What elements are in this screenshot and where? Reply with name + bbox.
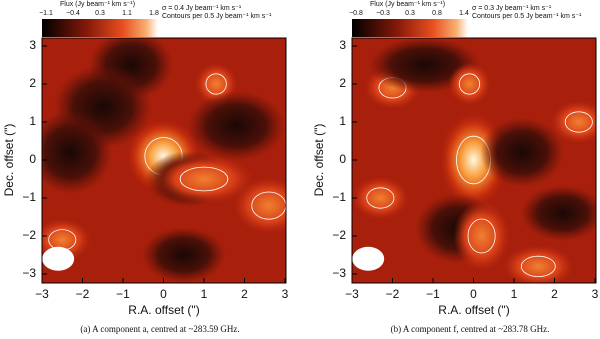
flux-blob (141, 227, 226, 283)
flux-blob (453, 201, 510, 271)
contour (467, 218, 496, 254)
flux-blob (503, 245, 574, 283)
y-tick-label: 1 (29, 114, 36, 128)
contour-note: Contours per 0.5 Jy beam⁻¹ km s⁻¹ (472, 13, 582, 20)
caption: (b) A component f, centred at ~283.78 GH… (391, 324, 550, 334)
x-tick-label: 1 (511, 287, 518, 301)
colorbar-title: Flux (Jy beam⁻¹ km s⁻¹) (60, 1, 135, 8)
flux-blob (352, 177, 409, 219)
colorbar-tick-label: −0.8 (349, 10, 363, 17)
flux-blob (155, 154, 253, 204)
x-tick-label: 0 (160, 287, 167, 301)
y-tick-label: −2 (332, 228, 346, 242)
colorbar-tick-label: −0.4 (66, 10, 80, 17)
contour (564, 111, 593, 133)
colorbar (352, 19, 468, 37)
x-tick-label: −1 (116, 287, 130, 301)
y-tick-label: −1 (22, 190, 36, 204)
colorbar-tick-label: 1.8 (149, 10, 159, 17)
colorbar-tick-label: 1.4 (459, 10, 469, 17)
map-features (352, 38, 596, 283)
flux-blob (448, 63, 491, 105)
colorbar-tick-label: 0.3 (95, 10, 105, 17)
x-tick-label: −1 (426, 287, 440, 301)
x-tick-label: 2 (241, 287, 248, 301)
y-tick-label: −3 (22, 266, 36, 280)
panel: −3 −2 −1 0 1 2 3 −3 −2 −1 0 1 2 3 R.A. offset (") Dec. … (312, 1, 599, 334)
y-axis-label: Dec. offset (") (312, 124, 326, 197)
flux-blob (233, 177, 286, 234)
flux-blob (480, 117, 565, 188)
colorbar-tick-label: 1.1 (122, 10, 132, 17)
flux-blob (42, 110, 113, 195)
y-tick-label: −3 (332, 266, 346, 280)
colorbar-tick-label: −1.1 (39, 10, 53, 17)
contour (366, 187, 395, 209)
x-tick-label: 3 (282, 287, 289, 301)
flux-blob (550, 101, 596, 143)
y-tick-label: 2 (29, 76, 36, 90)
panel: −3 −2 −1 0 1 2 3 −3 −2 −1 0 1 2 3 R.A. offset (") Dec. … (2, 1, 289, 334)
map-features (42, 38, 286, 283)
colorbar (42, 19, 158, 37)
x-tick-label: −2 (76, 287, 90, 301)
x-axis-label: R.A. offset (") (438, 303, 509, 317)
x-tick-label: −2 (386, 287, 400, 301)
caption: (a) A component a, centred at ~283.59 GH… (80, 324, 239, 334)
colorbar-tick-label: 0.8 (432, 10, 442, 17)
y-tick-label: 2 (339, 76, 346, 90)
contour (179, 166, 229, 192)
beam (352, 246, 385, 271)
colorbar-tick-label: −0.3 (376, 10, 390, 17)
y-tick-label: −2 (22, 228, 36, 242)
colorbar-title: Flux (Jy beam⁻¹ km s⁻¹) (370, 1, 445, 8)
contour-note: Contours per 0.5 Jy beam⁻¹ km s⁻¹ (162, 13, 272, 20)
beam (42, 246, 75, 271)
sigma-note: σ = 0.4 Jy beam⁻¹ km s⁻¹ (162, 5, 242, 12)
y-tick-label: 3 (29, 38, 36, 52)
contour (520, 255, 556, 277)
y-tick-label: 0 (339, 152, 346, 166)
x-tick-label: 3 (592, 287, 599, 301)
x-tick-label: −3 (345, 287, 359, 301)
y-axis-label: Dec. offset (") (2, 124, 16, 197)
y-tick-label: −1 (332, 190, 346, 204)
flux-blob (187, 90, 286, 161)
flux-blob (520, 185, 596, 242)
colorbar-tick-label: 0.3 (405, 10, 415, 17)
x-tick-label: 0 (470, 287, 477, 301)
x-tick-label: 2 (551, 287, 558, 301)
sigma-note: σ = 0.3 Jy beam⁻¹ km s⁻¹ (472, 5, 552, 12)
y-tick-label: 3 (339, 38, 346, 52)
y-tick-label: 0 (29, 152, 36, 166)
x-tick-label: −3 (35, 287, 49, 301)
contour (458, 73, 481, 95)
x-axis-label: R.A. offset (") (128, 303, 199, 317)
y-tick-label: 1 (339, 114, 346, 128)
x-tick-label: 1 (201, 287, 208, 301)
